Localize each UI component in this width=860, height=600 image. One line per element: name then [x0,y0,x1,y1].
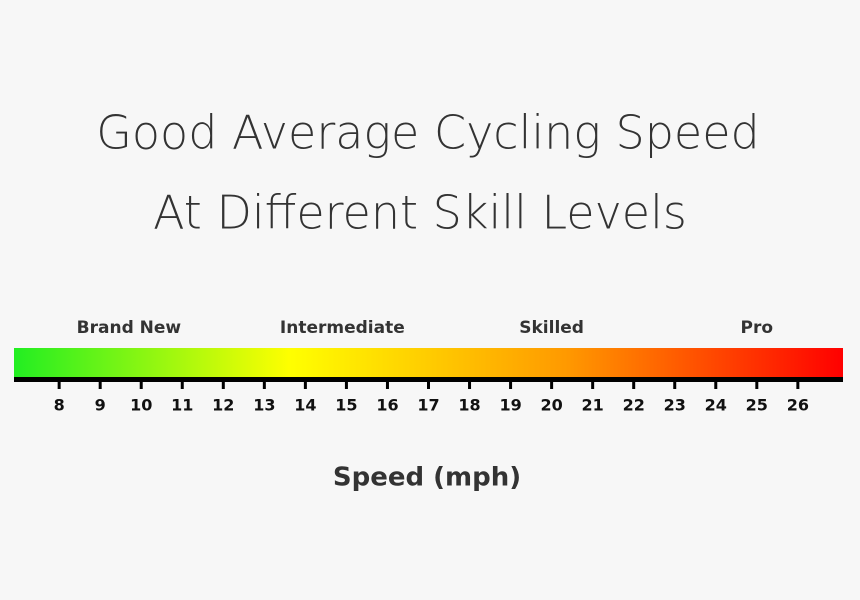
x-tick-label: 21 [582,396,604,415]
x-tick-label: 12 [212,396,234,415]
title-line: At Different Skill Levels [153,186,687,240]
x-tick-label: 23 [664,396,686,415]
x-tick-label: 20 [540,396,562,415]
x-tick-label: 11 [171,396,193,415]
x-tick-label: 16 [376,396,398,415]
skill-level-label: Pro [741,318,774,338]
x-tick-label: 10 [130,396,152,415]
skill-level-label: Brand New [77,318,182,338]
x-tick-label: 18 [458,396,480,415]
x-tick-label: 25 [746,396,768,415]
axis-line [14,377,843,382]
x-tick-label: 14 [294,396,316,415]
x-tick-label: 24 [705,396,727,415]
x-tick-label: 22 [623,396,645,415]
x-tick-label: 15 [335,396,357,415]
x-tick-label: 8 [54,396,65,415]
x-tick-label: 17 [417,396,439,415]
skill-level-label: Intermediate [280,318,405,338]
x-tick-label: 19 [499,396,521,415]
skill-level-label: Skilled [519,318,584,338]
gradient-bar [14,348,843,378]
title-line: Good Average Cycling Speed [96,106,759,160]
x-tick-label: 13 [253,396,275,415]
x-tick-label: 26 [787,396,809,415]
x-axis-label: Speed (mph) [333,463,521,493]
x-tick-label: 9 [95,396,106,415]
